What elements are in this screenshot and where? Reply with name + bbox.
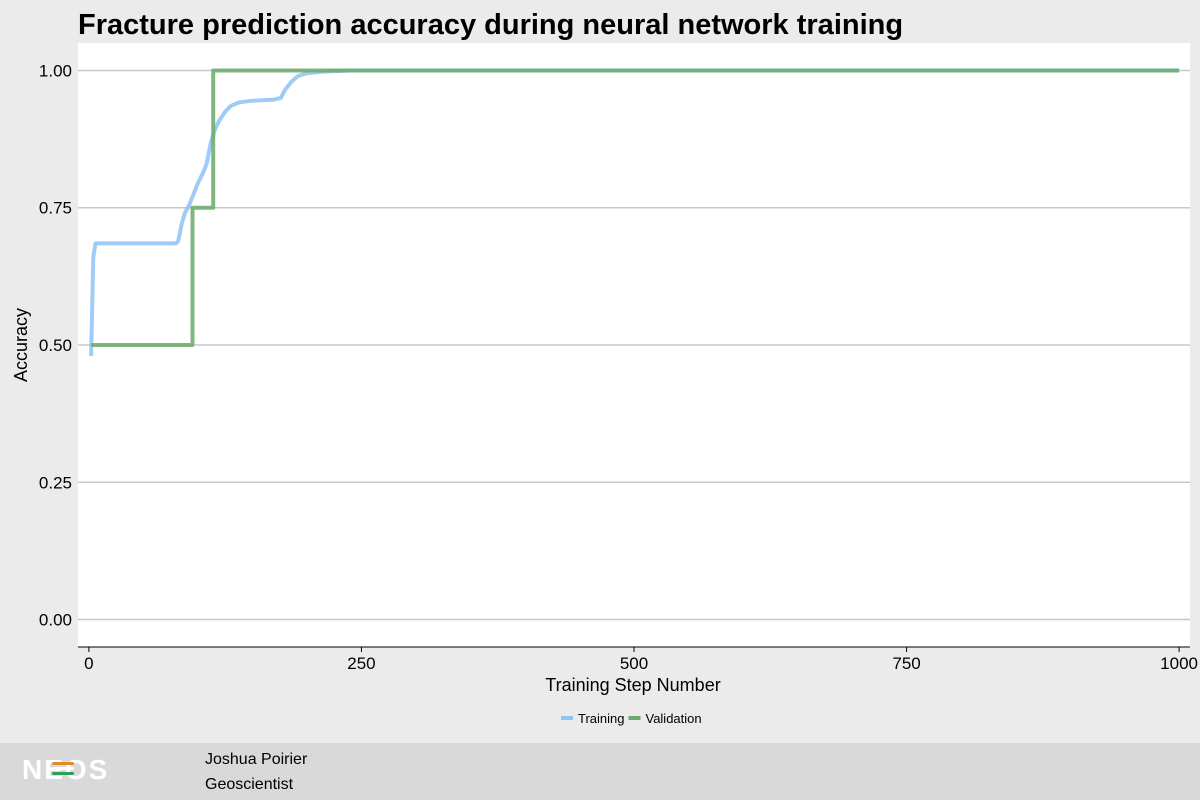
x-tick-label: 750 — [892, 654, 920, 673]
series-line-validation — [91, 68, 1180, 347]
x-tick-label: 250 — [347, 654, 375, 673]
series-line-training — [89, 68, 1180, 357]
legend: Training Validation — [561, 711, 702, 726]
series-lines — [89, 68, 1180, 357]
y-axis-title: Accuracy — [11, 308, 31, 382]
logo-stripes — [52, 762, 74, 776]
logo-stripe-3 — [52, 772, 74, 775]
x-tick-label: 500 — [620, 654, 648, 673]
x-axis-ticks: 0 250 500 750 1000 — [84, 647, 1198, 673]
logo-stripe-1 — [52, 762, 74, 765]
y-tick-label: 0.25 — [39, 473, 72, 492]
chart: Fracture prediction accuracy during neur… — [11, 9, 1199, 726]
y-tick-label: 1.00 — [39, 61, 72, 80]
footer-bar: NEOS Joshua Poirier Geoscientist — [0, 743, 1200, 800]
logo-stripe-2 — [52, 767, 74, 770]
x-tick-label: 0 — [84, 654, 93, 673]
y-axis-ticks: 0.00 0.25 0.50 0.75 1.00 — [39, 61, 72, 629]
x-tick-label: 1000 — [1160, 654, 1198, 673]
y-tick-label: 0.50 — [39, 336, 72, 355]
author-role: Geoscientist — [205, 776, 294, 793]
legend-label-validation: Validation — [645, 711, 701, 726]
x-axis-title: Training Step Number — [545, 675, 720, 695]
chart-title: Fracture prediction accuracy during neur… — [78, 9, 903, 41]
legend-label-training: Training — [578, 711, 624, 726]
author-name: Joshua Poirier — [205, 751, 308, 768]
y-tick-label: 0.00 — [39, 611, 72, 630]
y-tick-label: 0.75 — [39, 199, 72, 218]
